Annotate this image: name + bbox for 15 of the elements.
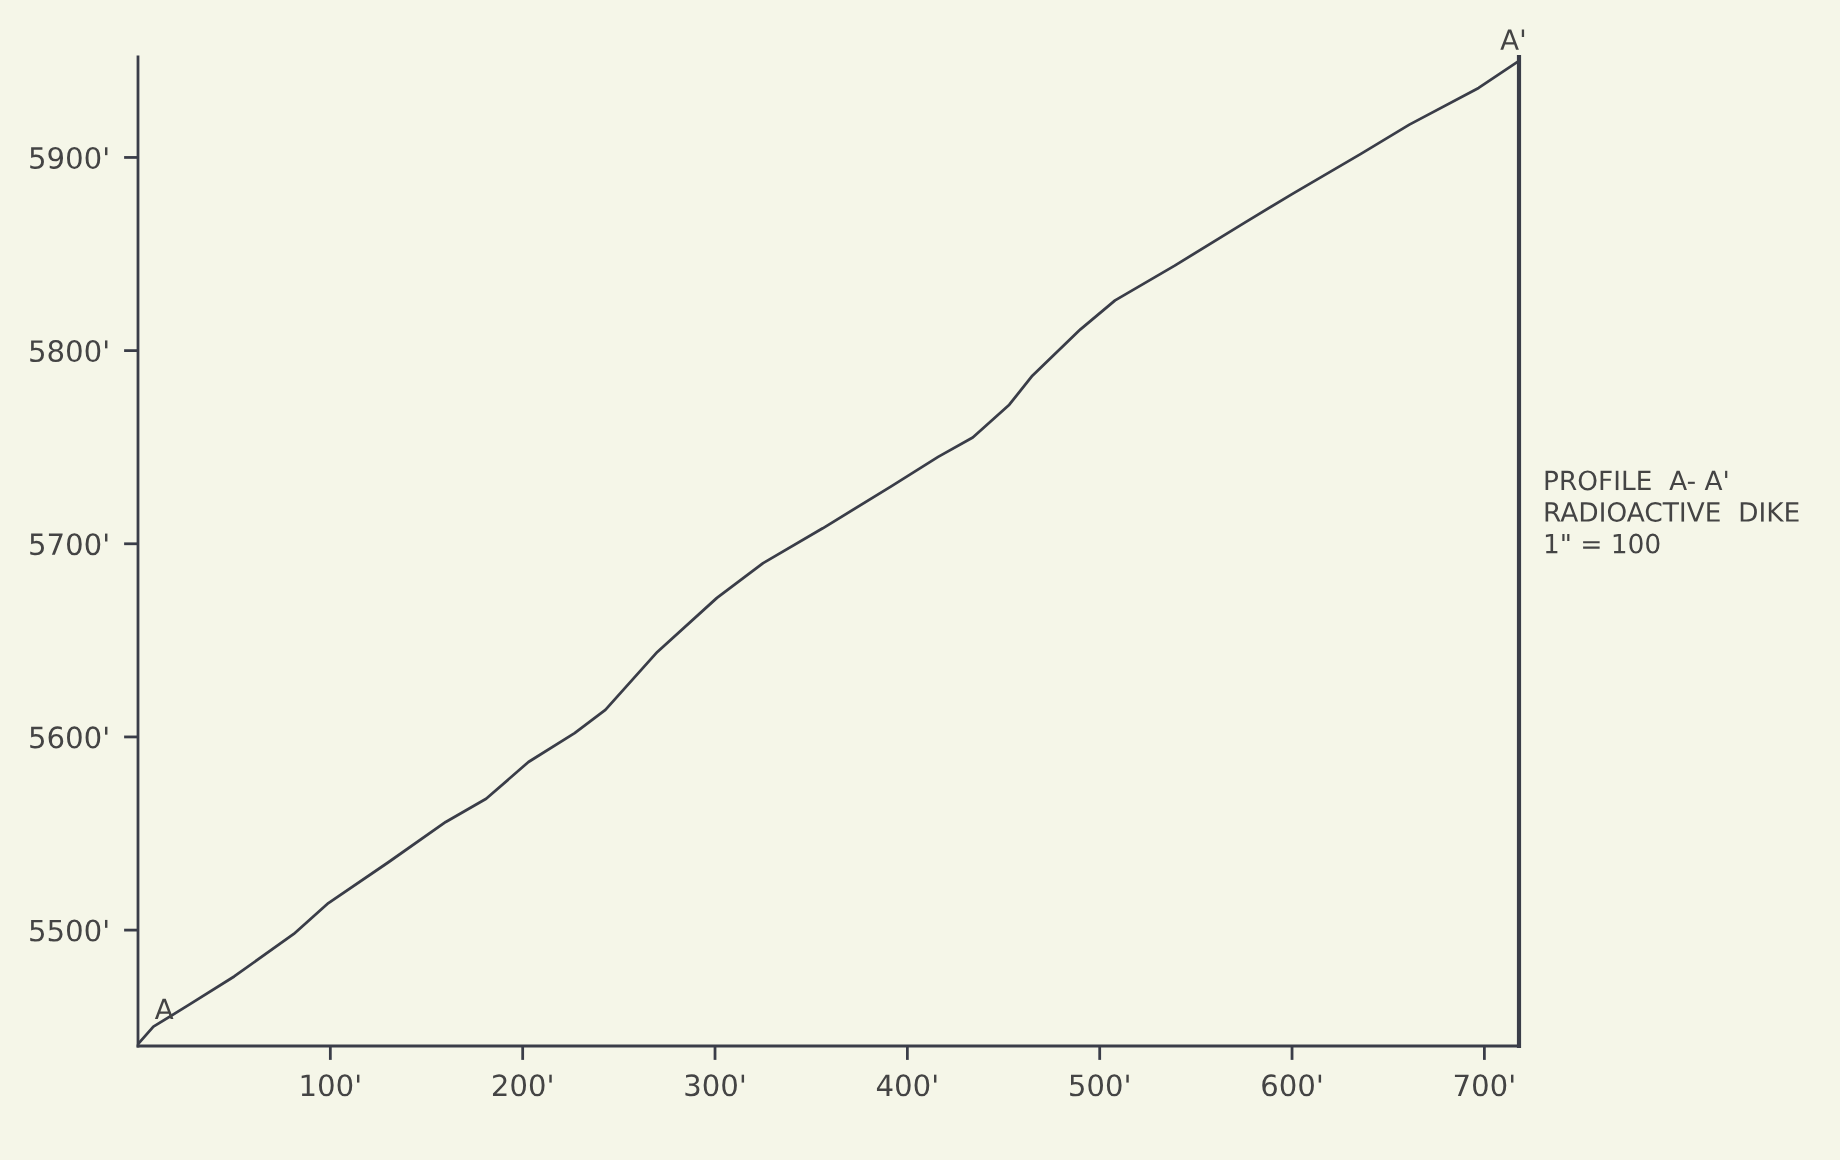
x-tick-label: 100': [301, 1074, 360, 1097]
x-tick-label: 700': [1454, 1074, 1514, 1097]
y-tick-label: 5500': [30, 919, 108, 942]
x-tick-label: 300': [685, 1074, 745, 1097]
annotation: A: [154, 998, 174, 1020]
annotation: A': [1500, 29, 1525, 50]
y-tick-label: 5900': [30, 146, 108, 169]
text: PROFILE A- A' RADIOACTIVE DIKE 1" = 100: [1545, 470, 1799, 554]
y-tick-label: 5800': [30, 340, 108, 363]
y-tick-label: 5600': [30, 726, 108, 749]
x-tick-label: 400': [876, 1074, 937, 1097]
y-tick-label: 5700': [30, 533, 108, 556]
x-tick-label: 500': [1070, 1074, 1129, 1097]
x-tick-label: 200': [492, 1074, 552, 1097]
x-tick-label: 600': [1262, 1074, 1322, 1097]
